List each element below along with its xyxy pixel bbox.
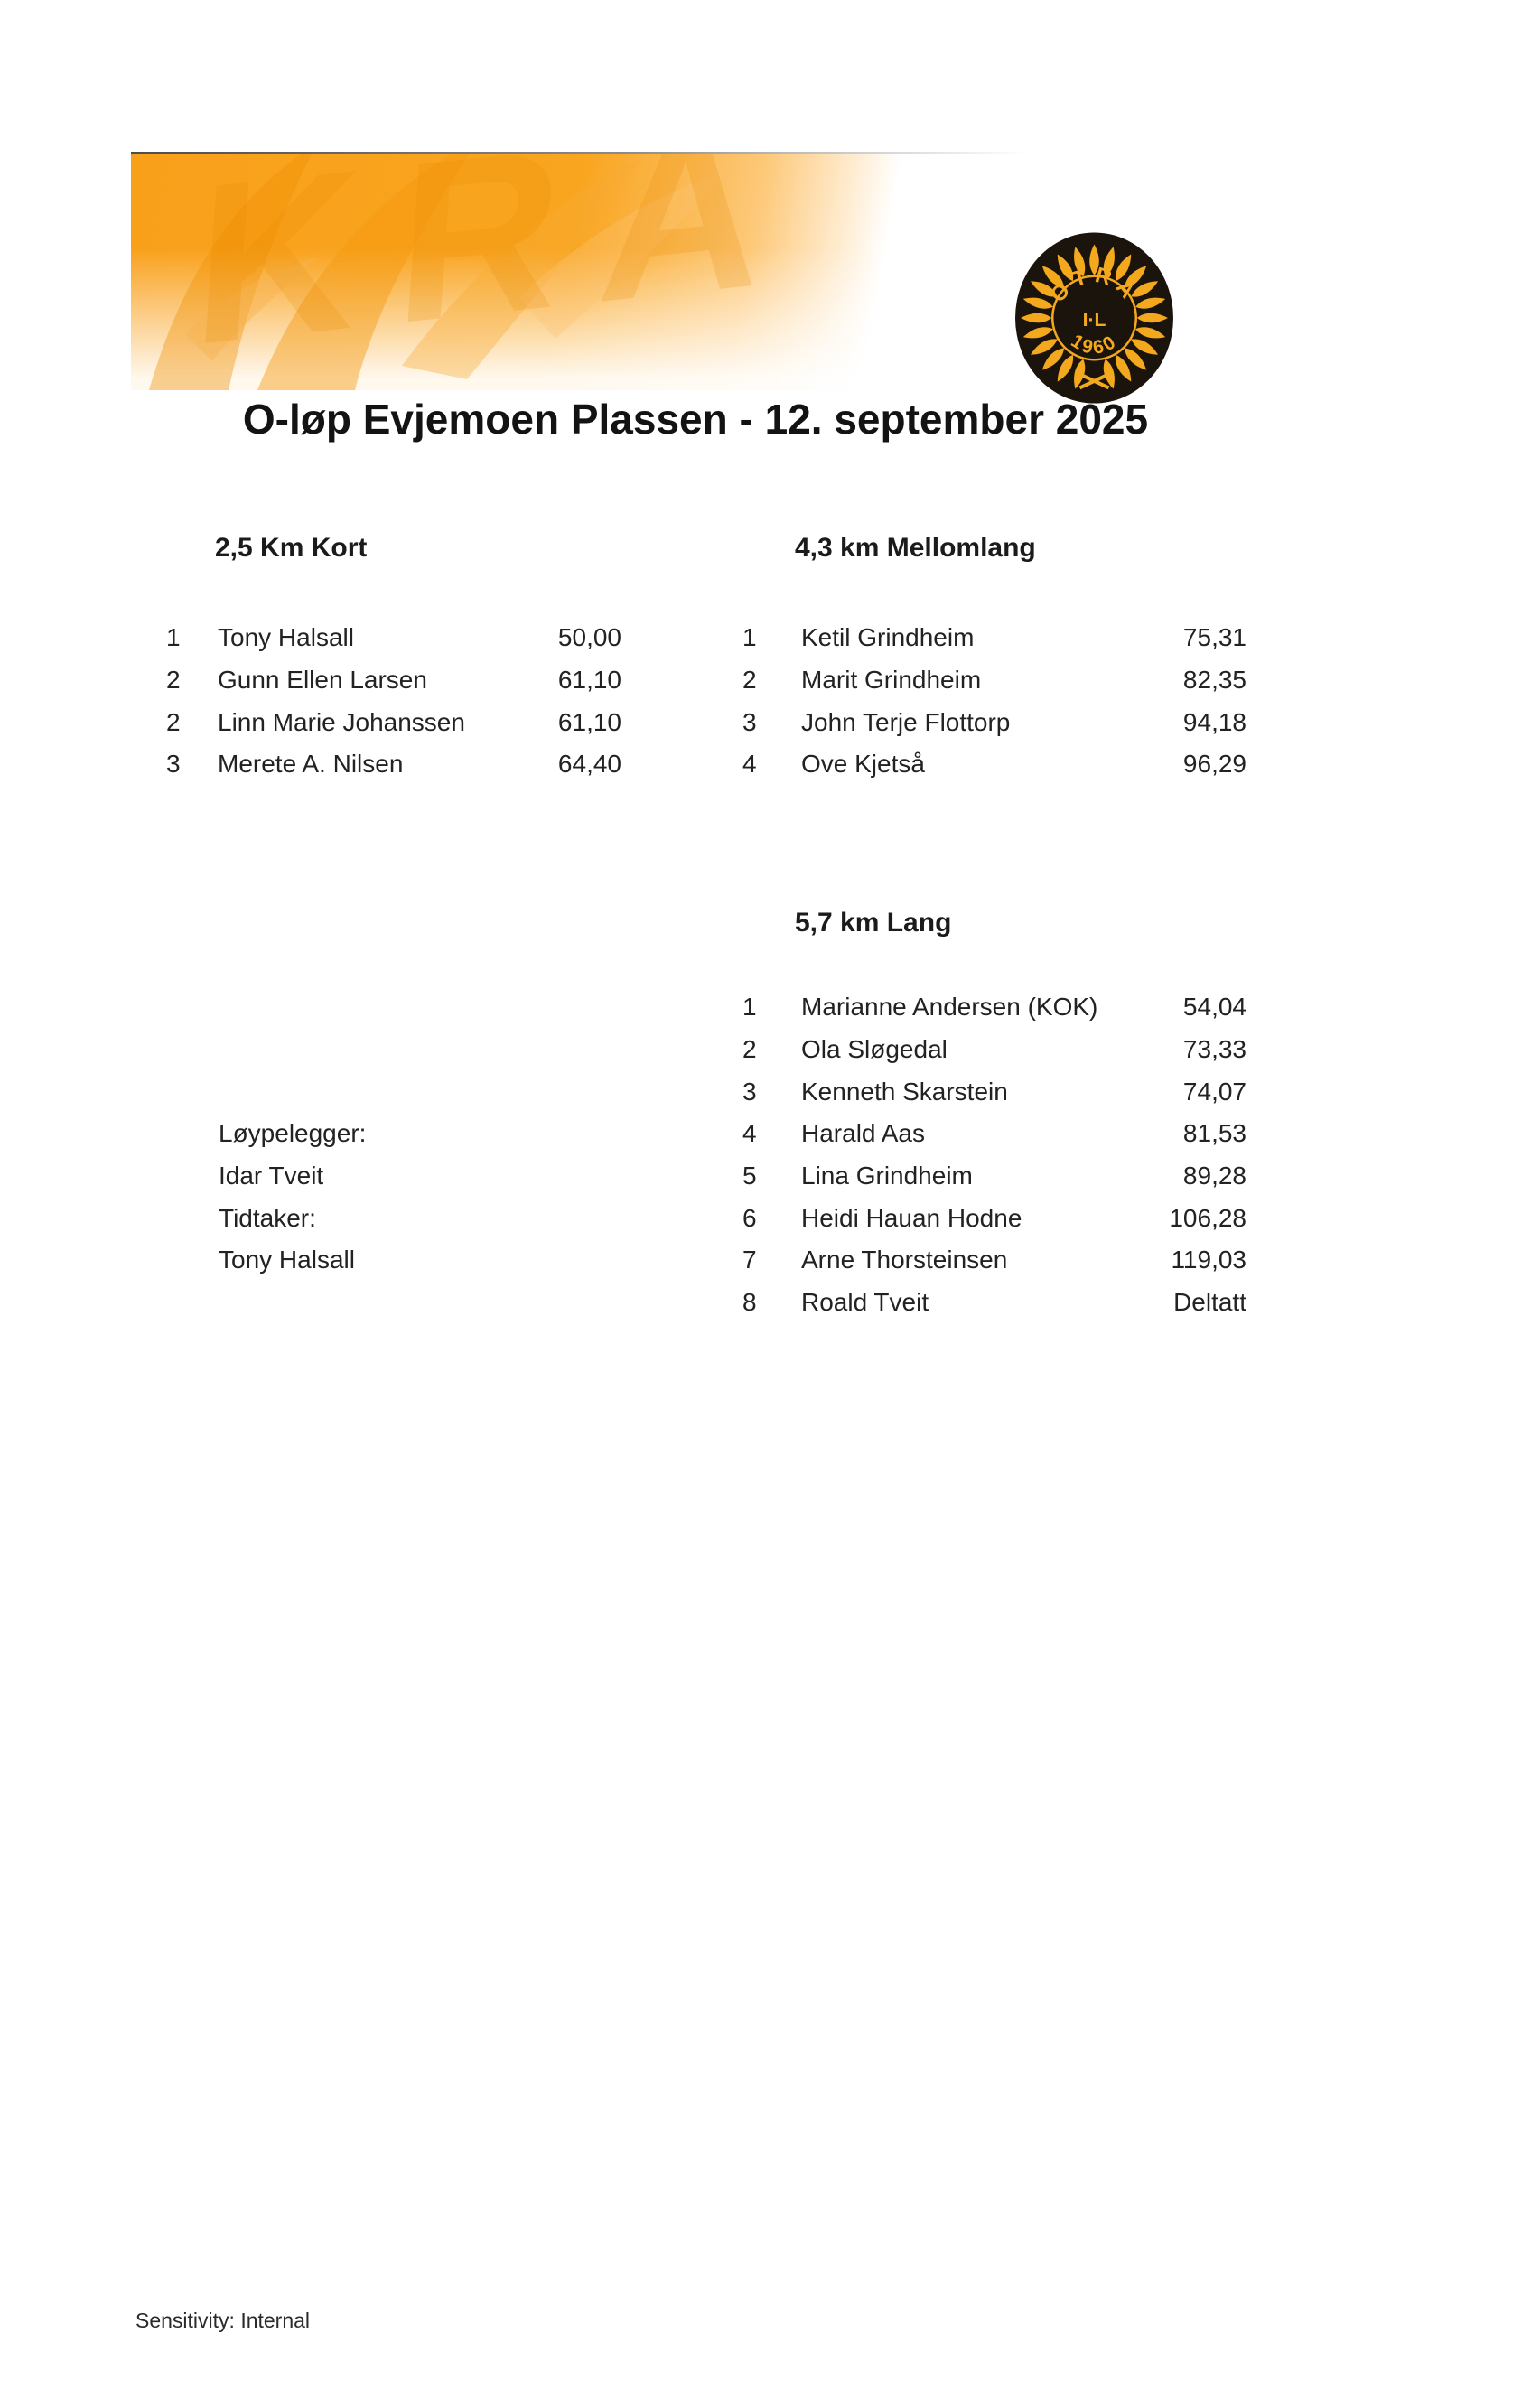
rank: 2 <box>742 1035 757 1064</box>
officials-block: Løypelegger: Idar Tveit Tidtaker: Tony H… <box>219 1113 366 1282</box>
result-time: 75,31 <box>1182 623 1246 652</box>
runner-name: Arne Thorsteinsen <box>801 1246 1008 1274</box>
rank: 1 <box>166 623 181 652</box>
rank: 5 <box>742 1162 757 1190</box>
result-time: 61,10 <box>557 707 621 736</box>
rank: 4 <box>742 750 757 779</box>
table-row: 3 Merete A. Nilsen 64,40 <box>166 743 621 786</box>
runner-name: Kenneth Skarstein <box>801 1077 1008 1106</box>
official-role-label: Løypelegger: <box>219 1119 367 1148</box>
runner-name: John Terje Flottorp <box>801 707 1011 736</box>
rank: 2 <box>166 707 181 736</box>
runner-name: Gunn Ellen Larsen <box>218 666 427 695</box>
runner-name: Roald Tveit <box>801 1288 929 1317</box>
result-time: 50,00 <box>557 623 621 652</box>
table-row: 6 Heidi Hauan Hodne 106,28 <box>742 1197 1246 1239</box>
result-time: Deltatt <box>1173 1288 1246 1317</box>
rank: 2 <box>742 666 757 695</box>
rank: 3 <box>742 1077 757 1106</box>
official-name: Idar Tveit <box>219 1162 324 1190</box>
official-name: Tony Halsall <box>219 1246 355 1274</box>
rank: 6 <box>742 1203 757 1232</box>
official-role-label: Tidtaker: <box>219 1203 316 1232</box>
result-time: 74,07 <box>1182 1077 1246 1106</box>
result-time: 61,10 <box>557 666 621 695</box>
rank: 1 <box>742 993 757 1022</box>
rank: 2 <box>166 666 181 695</box>
page-title: O-løp Evjemoen Plassen - 12. september 2… <box>242 396 1149 443</box>
result-time: 119,03 <box>1171 1246 1246 1274</box>
table-row: 2 Gunn Ellen Larsen 61,10 <box>166 659 621 702</box>
table-row: 2 Marit Grindheim 82,35 <box>742 659 1246 702</box>
runner-name: Marianne Andersen (KOK) <box>801 993 1098 1022</box>
table-row: 8 Roald Tveit Deltatt <box>742 1282 1246 1324</box>
runner-name: Heidi Hauan Hodne <box>801 1203 1022 1232</box>
table-row: 4 Ove Kjetså 96,29 <box>742 743 1246 786</box>
table-row: 4 Harald Aas 81,53 <box>742 1113 1246 1155</box>
runner-name: Marit Grindheim <box>801 666 982 695</box>
runner-name: Lina Grindheim <box>801 1162 973 1190</box>
result-time: 54,04 <box>1182 993 1246 1022</box>
table-row: 1 Tony Halsall 50,00 <box>166 617 621 659</box>
table-row: 2 Ola Sløgedal 73,33 <box>742 1029 1246 1071</box>
results-table-kort: 1 Tony Halsall 50,00 2 Gunn Ellen Larsen… <box>166 617 621 786</box>
rank: 1 <box>742 623 757 652</box>
table-row: 1 Marianne Andersen (KOK) 54,04 <box>742 986 1246 1029</box>
logo-center-text: I·L <box>1083 310 1106 331</box>
result-time: 73,33 <box>1182 1035 1246 1064</box>
flame-art-decoration <box>149 154 727 390</box>
table-row: 3 Kenneth Skarstein 74,07 <box>742 1070 1246 1113</box>
rank: 4 <box>742 1119 757 1148</box>
runner-name: Ola Sløgedal <box>801 1035 948 1064</box>
results-table-mellomlang: 1 Ketil Grindheim 75,31 2 Marit Grindhei… <box>742 617 1246 786</box>
club-logo: OTRA I·L 1960 <box>1015 232 1173 404</box>
table-row: 1 Ketil Grindheim 75,31 <box>742 617 1246 659</box>
result-time: 96,29 <box>1182 750 1246 779</box>
table-row: 7 Arne Thorsteinsen 119,03 <box>742 1239 1246 1282</box>
results-table-lang: 1 Marianne Andersen (KOK) 54,04 2 Ola Sl… <box>742 986 1246 1324</box>
section-heading-kort: 2,5 Km Kort <box>215 533 368 563</box>
runner-name: Merete A. Nilsen <box>218 750 404 779</box>
result-time: 82,35 <box>1182 666 1246 695</box>
result-time: 89,28 <box>1182 1162 1246 1190</box>
banner-top-border <box>131 152 1224 154</box>
result-time: 64,40 <box>557 750 621 779</box>
rank: 3 <box>742 707 757 736</box>
sensitivity-label: Sensitivity: Internal <box>135 2309 311 2332</box>
table-row: 2 Linn Marie Johanssen 61,10 <box>166 701 621 743</box>
rank: 8 <box>742 1288 757 1317</box>
runner-name: Harald Aas <box>801 1119 925 1148</box>
table-row: 5 Lina Grindheim 89,28 <box>742 1155 1246 1198</box>
section-heading-mellomlang: 4,3 km Mellomlang <box>795 533 1036 563</box>
rank: 7 <box>742 1246 757 1274</box>
runner-name: Tony Halsall <box>218 623 354 652</box>
result-time: 94,18 <box>1182 707 1246 736</box>
runner-name: Ketil Grindheim <box>801 623 975 652</box>
runner-name: Ove Kjetså <box>801 750 925 779</box>
rank: 3 <box>166 750 181 779</box>
section-heading-lang: 5,7 km Lang <box>795 908 952 938</box>
wreath-stems <box>1077 371 1112 390</box>
result-time: 106,28 <box>1169 1203 1246 1232</box>
runner-name: Linn Marie Johanssen <box>218 707 465 736</box>
table-row: 3 John Terje Flottorp 94,18 <box>742 701 1246 743</box>
result-time: 81,53 <box>1182 1119 1246 1148</box>
